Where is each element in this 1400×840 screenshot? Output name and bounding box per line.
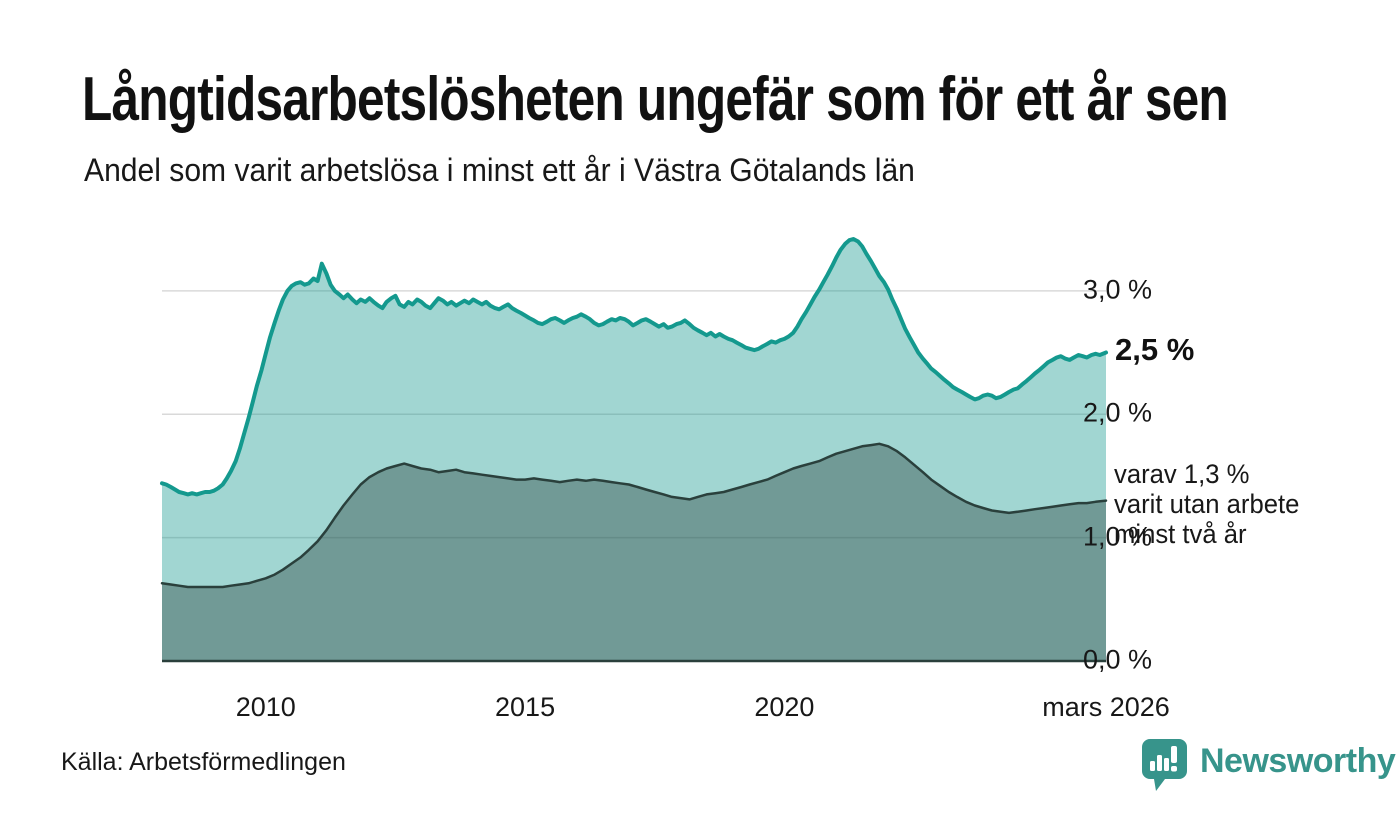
brand-wordmark: Newsworthy <box>1200 742 1396 780</box>
y-tick-label: 3,0 % <box>1082 274 1152 305</box>
y-tick-label: 1,0 % <box>1082 520 1152 551</box>
x-tick-label: 2015 <box>495 692 556 722</box>
end-value-label-one-year: 2,5 % <box>1115 332 1195 367</box>
source-note: Källa: Arbetsförmedlingen <box>61 748 346 776</box>
y-tick-label: 2,0 % <box>1082 397 1152 428</box>
brand-logo: Newsworthy <box>1141 738 1396 794</box>
end-value-two-years-line3: minst två år <box>1114 519 1247 549</box>
end-value-two-years-line2: varit utan arbete <box>1114 489 1300 519</box>
newsworthy-bubble-chart-icon <box>1142 739 1187 791</box>
area-unemployed_at_least_two_years <box>162 443 1106 661</box>
chart-title: Långtidsarbetslösheten ungefär som för e… <box>82 65 1229 134</box>
area-unemployed_at_least_one_year <box>162 239 1106 661</box>
y-tick-label: 0,0 % <box>1082 644 1152 675</box>
chart-subtitle: Andel som varit arbetslösa i minst ett å… <box>84 152 915 188</box>
x-tick-label: mars 2026 <box>1042 692 1170 722</box>
end-value-label-two-years: varav 1,3 % varit utan arbete minst två … <box>1114 459 1299 549</box>
x-tick-label: 2010 <box>235 692 296 722</box>
line-unemployed_at_least_one_year <box>160 237 1108 497</box>
line-unemployed_at_least_two_years <box>160 442 1108 589</box>
x-tick-label: 2020 <box>754 692 815 722</box>
end-value-two-years-line1: varav 1,3 % <box>1114 459 1250 489</box>
